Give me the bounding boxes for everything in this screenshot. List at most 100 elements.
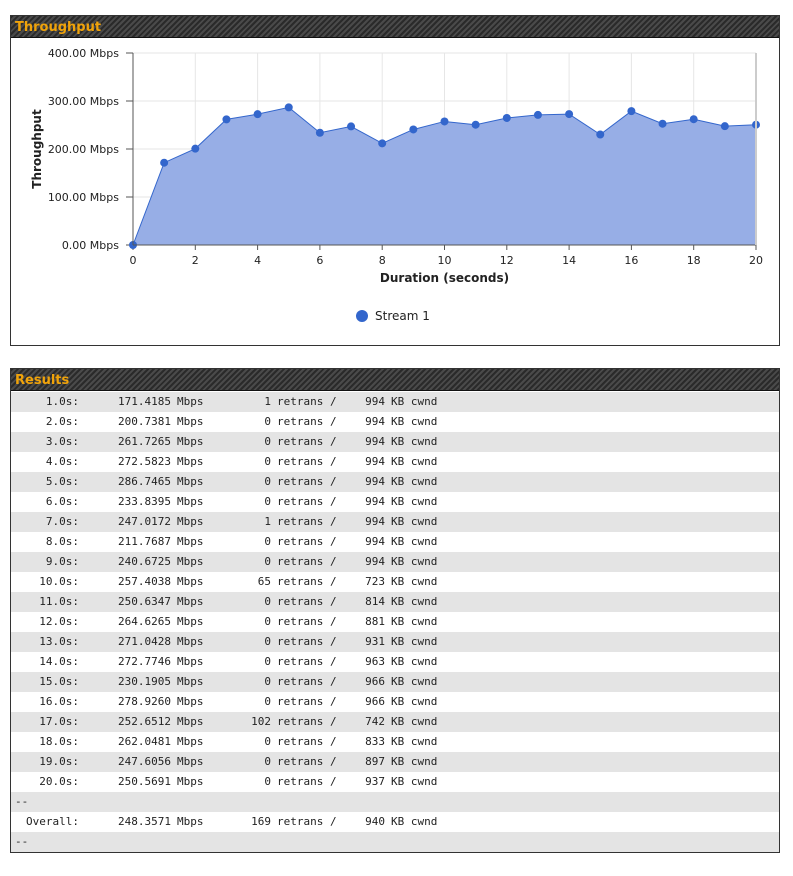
data-point[interactable] xyxy=(440,117,449,126)
data-point[interactable] xyxy=(315,128,324,137)
result-row: 6.0s: 233.8395 Mbps 0 retrans / 994 KB cwnd xyxy=(11,492,779,512)
interval-time: 12.0s: xyxy=(39,615,79,628)
result-row: 4.0s: 272.5823 Mbps 0 retrans / 994 KB cwnd xyxy=(11,452,779,472)
data-point[interactable] xyxy=(533,110,542,119)
data-point[interactable] xyxy=(284,103,293,112)
trailer-row: -- xyxy=(11,832,779,852)
cwnd-label: KB cwnd xyxy=(391,755,438,768)
x-tick-label: 18 xyxy=(687,254,701,267)
result-row: 3.0s: 261.7265 Mbps 0 retrans / 994 KB cwnd xyxy=(11,432,779,452)
cwnd-value: 966 xyxy=(365,695,385,708)
retrans-count: 0 xyxy=(264,635,271,648)
data-point[interactable] xyxy=(160,158,169,167)
retrans-label: retrans / xyxy=(277,395,337,408)
interval-time: 6.0s: xyxy=(45,495,79,508)
x-tick-label: 6 xyxy=(316,254,323,267)
bitrate-unit: Mbps xyxy=(177,475,204,488)
data-point[interactable] xyxy=(253,110,262,119)
x-tick-label: 16 xyxy=(624,254,638,267)
x-tick-label: 4 xyxy=(254,254,261,267)
data-point[interactable] xyxy=(471,120,480,129)
y-axis-title: Throughput xyxy=(30,109,44,189)
legend-marker-icon xyxy=(356,310,368,322)
cwnd-label: KB cwnd xyxy=(391,675,438,688)
bitrate-unit: Mbps xyxy=(177,555,204,568)
throughput-panel: Throughput 0.00 Mbps 100.00 Mbps 200.00 Mb… xyxy=(10,15,780,346)
retrans-count: 0 xyxy=(264,615,271,628)
bitrate-value: 247.6056 xyxy=(118,755,171,768)
bitrate-value: 240.6725 xyxy=(118,555,171,568)
data-point[interactable] xyxy=(378,139,387,148)
data-point[interactable] xyxy=(347,122,356,131)
result-row: 11.0s: 250.6347 Mbps 0 retrans / 814 KB cwnd xyxy=(11,592,779,612)
data-point[interactable] xyxy=(689,115,698,124)
interval-time: 5.0s: xyxy=(45,475,79,488)
bitrate-value: 200.7381 xyxy=(118,415,171,428)
retrans-label: retrans / xyxy=(277,515,337,528)
x-tick-label: 12 xyxy=(500,254,514,267)
data-point[interactable] xyxy=(627,107,636,116)
cwnd-label: KB cwnd xyxy=(391,635,438,648)
retrans-count: 0 xyxy=(264,455,271,468)
bitrate-value: 271.0428 xyxy=(118,635,171,648)
bitrate-unit: Mbps xyxy=(177,455,204,468)
retrans-label: retrans / xyxy=(277,655,337,668)
cwnd-value: 723 xyxy=(365,575,385,588)
retrans-count: 0 xyxy=(264,495,271,508)
result-row: 13.0s: 271.0428 Mbps 0 retrans / 931 KB cwnd xyxy=(11,632,779,652)
cwnd-label: KB cwnd xyxy=(391,475,438,488)
data-point[interactable] xyxy=(658,119,667,128)
interval-time: 15.0s: xyxy=(39,675,79,688)
retrans-label: retrans / xyxy=(277,555,337,568)
retrans-count: 0 xyxy=(264,655,271,668)
data-point[interactable] xyxy=(565,110,574,119)
bitrate-unit: Mbps xyxy=(177,635,204,648)
cwnd-label: KB cwnd xyxy=(391,815,438,828)
retrans-label: retrans / xyxy=(277,695,337,708)
bitrate-unit: Mbps xyxy=(177,655,204,668)
data-point[interactable] xyxy=(222,115,231,124)
bitrate-unit: Mbps xyxy=(177,535,204,548)
retrans-label: retrans / xyxy=(277,475,337,488)
cwnd-value: 994 xyxy=(365,435,385,448)
result-row: 16.0s: 278.9260 Mbps 0 retrans / 966 KB cwnd xyxy=(11,692,779,712)
cwnd-label: KB cwnd xyxy=(391,515,438,528)
result-row: 8.0s: 211.7687 Mbps 0 retrans / 994 KB cwnd xyxy=(11,532,779,552)
bitrate-value: 264.6265 xyxy=(118,615,171,628)
cwnd-label: KB cwnd xyxy=(391,395,438,408)
result-row: 7.0s: 247.0172 Mbps 1 retrans / 994 KB cwnd xyxy=(11,512,779,532)
data-point[interactable] xyxy=(720,122,729,131)
retrans-label: retrans / xyxy=(277,675,337,688)
data-point[interactable] xyxy=(596,130,605,139)
cwnd-label: KB cwnd xyxy=(391,655,438,668)
cwnd-value: 742 xyxy=(365,715,385,728)
cwnd-value: 833 xyxy=(365,735,385,748)
bitrate-value: 272.7746 xyxy=(118,655,171,668)
chart-legend[interactable]: Stream 1 xyxy=(356,309,430,323)
bitrate-unit: Mbps xyxy=(177,675,204,688)
cwnd-value: 994 xyxy=(365,395,385,408)
x-axis-title: Duration (seconds) xyxy=(380,271,509,285)
cwnd-label: KB cwnd xyxy=(391,615,438,628)
interval-time: 17.0s: xyxy=(39,715,79,728)
throughput-chart: 0.00 Mbps 100.00 Mbps 200.00 Mbps 300.00 Mb… xyxy=(30,47,763,285)
retrans-count: 0 xyxy=(264,735,271,748)
retrans-label: retrans / xyxy=(277,615,337,628)
cwnd-label: KB cwnd xyxy=(391,735,438,748)
interval-time: 7.0s: xyxy=(45,515,79,528)
cwnd-label: KB cwnd xyxy=(391,555,438,568)
result-row: 5.0s: 286.7465 Mbps 0 retrans / 994 KB cwnd xyxy=(11,472,779,492)
bitrate-unit: Mbps xyxy=(177,595,204,608)
cwnd-value: 994 xyxy=(365,515,385,528)
data-point[interactable] xyxy=(191,144,200,153)
data-point[interactable] xyxy=(502,113,511,122)
interval-time: 19.0s: xyxy=(39,755,79,768)
result-row: 18.0s: 262.0481 Mbps 0 retrans / 833 KB cwnd xyxy=(11,732,779,752)
cwnd-value: 931 xyxy=(365,635,385,648)
retrans-label: retrans / xyxy=(277,815,337,828)
result-row: 19.0s: 247.6056 Mbps 0 retrans / 897 KB cwnd xyxy=(11,752,779,772)
data-point[interactable] xyxy=(409,125,418,134)
retrans-label: retrans / xyxy=(277,735,337,748)
retrans-label: retrans / xyxy=(277,775,337,788)
cwnd-value: 994 xyxy=(365,475,385,488)
